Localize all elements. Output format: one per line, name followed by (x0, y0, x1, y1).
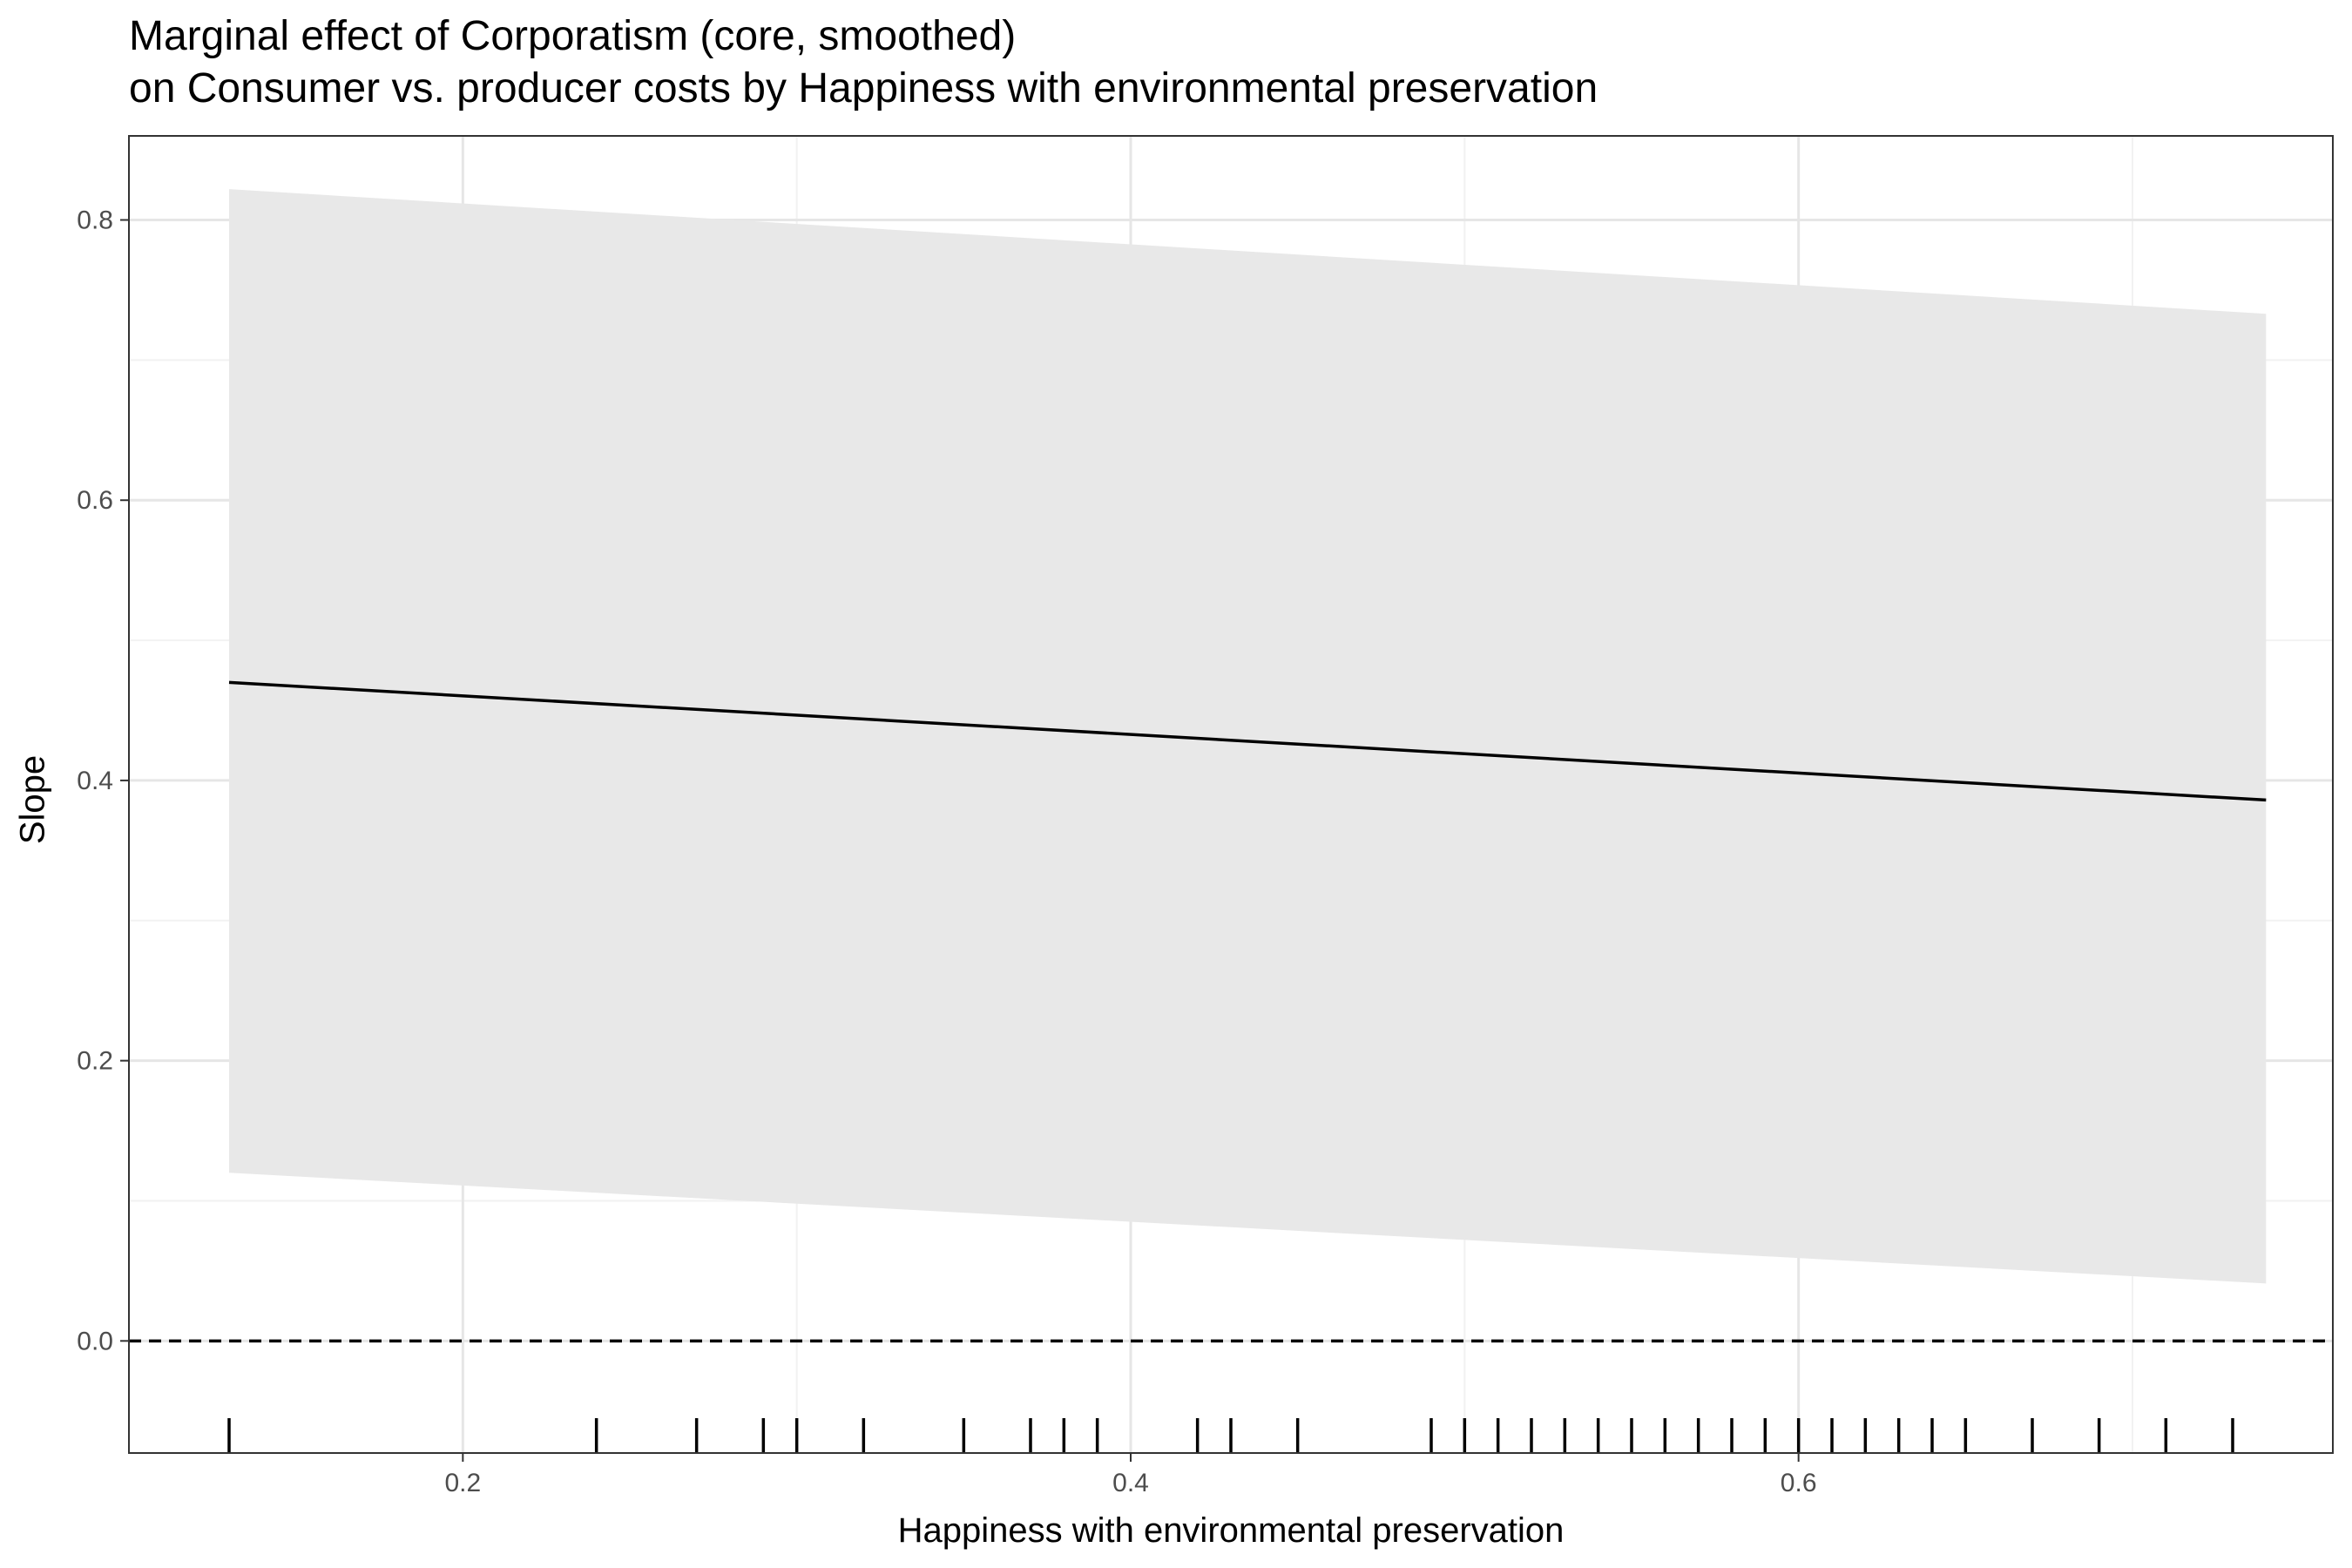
chart-title: Marginal effect of Corporatism (core, sm… (129, 13, 1017, 59)
rug-layer (227, 1418, 2234, 1453)
chart-subtitle: on Consumer vs. producer costs by Happin… (129, 65, 1598, 112)
ticks-layer: 0.2 0.4 0.6 0.0 0.2 0.4 0.6 0.8 (77, 206, 1816, 1497)
border-layer (128, 135, 2334, 1454)
x-tick-label: 0.4 (1112, 1469, 1149, 1497)
y-axis-title: Slope (13, 754, 52, 845)
y-tick-label: 0.0 (77, 1327, 113, 1355)
y-tick-label: 0.2 (77, 1047, 113, 1076)
marginal-effect-line (228, 680, 2267, 802)
confidence-ribbon (229, 189, 2267, 1284)
panel-border (128, 135, 2334, 1454)
x-axis-title: Happiness with environmental preservatio… (897, 1511, 1565, 1550)
ribbon-layer (229, 189, 2267, 1284)
x-tick-label: 0.2 (444, 1469, 481, 1497)
line-layer (228, 680, 2267, 802)
x-tick-label: 0.6 (1781, 1469, 1817, 1497)
y-tick-label: 0.6 (77, 486, 113, 515)
y-tick-label: 0.8 (77, 206, 113, 235)
y-tick-label: 0.4 (77, 767, 113, 795)
